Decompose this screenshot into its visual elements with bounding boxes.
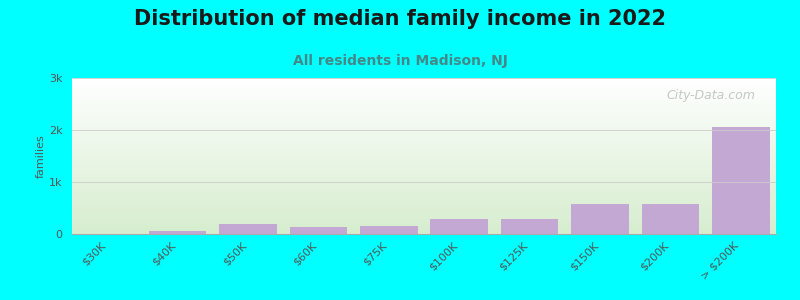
- Bar: [290, 227, 347, 234]
- Text: All residents in Madison, NJ: All residents in Madison, NJ: [293, 54, 507, 68]
- Bar: [219, 224, 277, 234]
- Bar: [501, 219, 558, 234]
- Bar: [430, 219, 488, 234]
- Bar: [642, 204, 699, 234]
- Bar: [571, 204, 629, 234]
- Y-axis label: families: families: [36, 134, 46, 178]
- Bar: [149, 231, 206, 234]
- Text: Distribution of median family income in 2022: Distribution of median family income in …: [134, 9, 666, 29]
- Text: City-Data.com: City-Data.com: [666, 89, 755, 102]
- Bar: [360, 226, 418, 234]
- Bar: [712, 128, 770, 234]
